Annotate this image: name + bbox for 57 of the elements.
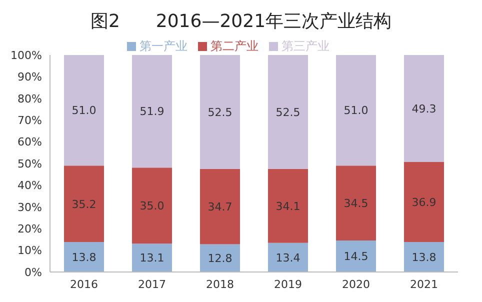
data-label: 35.0 [140, 200, 164, 213]
data-label: 35.2 [72, 198, 96, 211]
bar [336, 55, 376, 166]
data-label: 34.1 [276, 200, 300, 213]
data-label: 13.8 [412, 250, 436, 264]
bar [268, 168, 308, 243]
data-label: 51.9 [140, 105, 164, 118]
x-tick-label: 2021 [410, 278, 438, 291]
x-tick-label: 2020 [342, 278, 370, 291]
bar [404, 242, 444, 272]
legend-label: 第二产业 [210, 39, 258, 53]
bar [132, 168, 172, 244]
y-tick-label: 20% [18, 222, 42, 236]
bar [200, 168, 240, 244]
bar [132, 55, 172, 168]
bar [200, 55, 240, 169]
x-tick-label: 2016 [70, 278, 98, 291]
bar [336, 166, 376, 241]
y-tick-label: 70% [18, 114, 42, 128]
data-label: 51.0 [72, 104, 96, 118]
data-label: 49.3 [412, 102, 436, 116]
data-label: 36.9 [412, 196, 436, 209]
bar [404, 55, 444, 162]
bar [132, 244, 172, 272]
data-label: 12.8 [208, 252, 232, 266]
y-tick-label: 0% [24, 266, 42, 279]
legend-label: 第一产业 [140, 39, 188, 53]
data-label: 14.5 [344, 250, 368, 264]
bar [200, 244, 240, 272]
bar [336, 240, 376, 272]
bar [64, 242, 104, 272]
y-tick-label: 10% [18, 244, 42, 258]
legend-label: 第三产业 [282, 39, 330, 53]
bar [268, 242, 308, 272]
y-tick-label: 50% [18, 157, 42, 170]
x-tick-label: 2019 [274, 278, 302, 291]
y-tick-label: 30% [18, 200, 42, 214]
bar [64, 166, 104, 242]
y-tick-label: 100% [10, 48, 42, 62]
x-tick-label: 2017 [138, 278, 166, 291]
y-tick-label: 60% [18, 136, 42, 149]
bar [64, 55, 104, 166]
data-label: 52.5 [208, 106, 232, 119]
data-label: 13.1 [140, 252, 164, 265]
data-label: 51.0 [344, 104, 368, 118]
data-label: 13.4 [276, 251, 300, 264]
x-tick-label: 2018 [206, 278, 234, 291]
bar [404, 162, 444, 242]
data-label: 34.5 [344, 197, 368, 210]
data-label: 34.7 [208, 200, 232, 214]
data-label: 52.5 [276, 106, 300, 119]
y-tick-label: 80% [18, 92, 42, 106]
bar [268, 55, 308, 169]
chart-title: 图2 2016—2021年三次产业结构 [89, 10, 393, 34]
y-tick-label: 90% [18, 70, 42, 84]
y-tick-label: 40% [18, 179, 42, 192]
data-label: 13.8 [72, 250, 96, 264]
